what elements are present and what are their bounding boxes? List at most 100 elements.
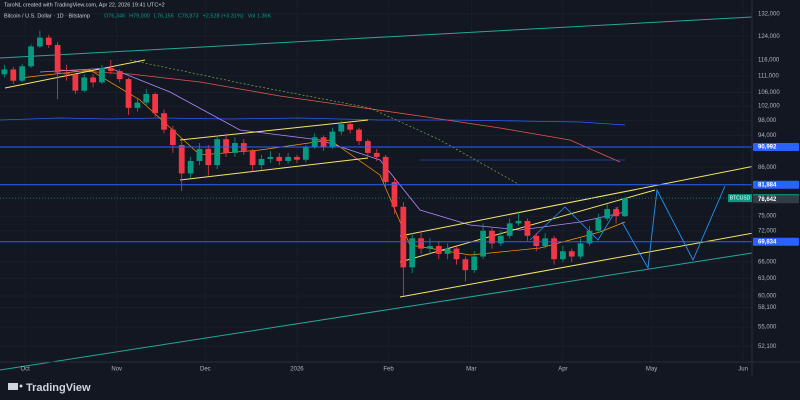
x-tick-label: Feb bbox=[383, 367, 394, 373]
price-badge bbox=[753, 195, 799, 204]
candle-body bbox=[258, 158, 265, 166]
candle-body bbox=[107, 67, 114, 72]
ohlc-value: L76,156 bbox=[154, 13, 174, 19]
candle-body bbox=[152, 94, 159, 114]
candle-body bbox=[161, 113, 167, 130]
candle-body bbox=[409, 238, 416, 268]
candle-body bbox=[134, 102, 141, 108]
candle-body bbox=[595, 218, 602, 231]
candle-body bbox=[338, 124, 345, 132]
y-tick-label: 52,100 bbox=[758, 344, 777, 350]
candles bbox=[0, 30, 752, 297]
candle-body bbox=[480, 230, 486, 257]
candle-body bbox=[196, 148, 203, 161]
candle-body bbox=[37, 37, 43, 47]
trend-line bbox=[0, 16, 753, 59]
y-tick-label: 72,000 bbox=[758, 228, 777, 234]
price-badge bbox=[753, 180, 799, 189]
candle-body bbox=[285, 156, 291, 161]
x-tick-label: Dec bbox=[200, 367, 211, 373]
ma-line bbox=[0, 117, 626, 126]
y-tick-label: 124,000 bbox=[758, 34, 780, 40]
projection bbox=[621, 185, 726, 270]
trend-line bbox=[0, 252, 753, 371]
price-badge bbox=[753, 237, 799, 246]
candle-body bbox=[329, 131, 336, 147]
x-tick-label: 2026 bbox=[290, 367, 304, 373]
brand: TradingView bbox=[26, 382, 91, 394]
candle-body bbox=[524, 220, 531, 236]
footer bbox=[0, 376, 800, 400]
candle-body bbox=[444, 248, 451, 254]
symbol-badge bbox=[728, 194, 752, 203]
candle-body bbox=[427, 246, 433, 249]
watermark: TaroNL created with TradingView.com, Apr… bbox=[4, 2, 165, 8]
candle-body bbox=[356, 129, 362, 142]
candle-body bbox=[418, 238, 424, 249]
candle-body bbox=[187, 160, 194, 174]
trend-line bbox=[129, 59, 521, 186]
candle-body bbox=[63, 72, 70, 75]
y-tick-label: 58,100 bbox=[758, 305, 777, 311]
candle-body bbox=[533, 235, 540, 247]
x-tick-label: Oct bbox=[20, 367, 30, 373]
channel-line bbox=[399, 229, 771, 298]
candle-body bbox=[81, 77, 88, 91]
candle-body bbox=[205, 148, 212, 166]
ma-line bbox=[59, 69, 621, 163]
symbol-label: BTCUSD bbox=[730, 195, 751, 201]
candle-body bbox=[515, 220, 522, 224]
candle-body bbox=[320, 137, 327, 147]
y-tick-label: 94,000 bbox=[758, 133, 777, 139]
y-tick-label: 63,000 bbox=[758, 276, 777, 282]
candle-body bbox=[613, 209, 619, 217]
candle-body bbox=[506, 223, 513, 236]
candle-body bbox=[54, 44, 61, 73]
candle-body bbox=[267, 156, 274, 159]
candle-body bbox=[302, 146, 309, 160]
projection bbox=[529, 206, 619, 241]
candle-body bbox=[45, 37, 52, 45]
x-tick-label: May bbox=[646, 367, 657, 373]
candle-body bbox=[90, 77, 96, 83]
ma-line bbox=[19, 69, 626, 256]
x-tick-label: Jun bbox=[738, 367, 748, 373]
axes: 132,000 124,000 116,000 111,000 106,000 102,0… bbox=[20, 11, 799, 373]
y-tick-label: 86,000 bbox=[758, 165, 777, 171]
drawings bbox=[0, 16, 771, 371]
logo-mark bbox=[19, 384, 23, 388]
candle-body bbox=[489, 230, 495, 244]
candle-body bbox=[143, 94, 150, 103]
candle-body bbox=[551, 238, 557, 260]
y-tick-label: 66,000 bbox=[758, 259, 777, 265]
candle-body bbox=[373, 152, 380, 157]
trend-line bbox=[179, 157, 369, 181]
candle-body bbox=[125, 79, 132, 108]
candle-body bbox=[1, 69, 8, 75]
price-badge bbox=[753, 142, 799, 151]
candle-body bbox=[223, 139, 229, 153]
logo: TradingView bbox=[8, 382, 91, 394]
ohlc-value: +2,528 (+3.31%) bbox=[203, 13, 244, 19]
x-tick-label: Apr bbox=[558, 367, 567, 373]
x-tick-label: Mar bbox=[466, 367, 476, 373]
price-badge-label: 69,834 bbox=[758, 239, 777, 245]
candle-body bbox=[347, 124, 354, 130]
candle-body bbox=[10, 69, 17, 81]
y-tick-label: 102,000 bbox=[758, 104, 780, 110]
candle-body bbox=[19, 66, 26, 81]
ohlc-value: C78,873 bbox=[178, 13, 199, 19]
candle-body bbox=[453, 248, 460, 260]
ma-line bbox=[39, 67, 626, 231]
candle-body bbox=[232, 143, 238, 153]
y-tick-label: 116,000 bbox=[758, 58, 780, 64]
price-badge-label: 81,884 bbox=[758, 182, 777, 188]
candle-body bbox=[311, 137, 318, 147]
candle-body bbox=[568, 251, 575, 257]
price-badge-label: 90,992 bbox=[758, 145, 777, 151]
candle-body bbox=[560, 251, 566, 260]
ohlc-value: Vol 1.36K bbox=[248, 13, 272, 19]
y-tick-label: 55,000 bbox=[758, 325, 777, 331]
